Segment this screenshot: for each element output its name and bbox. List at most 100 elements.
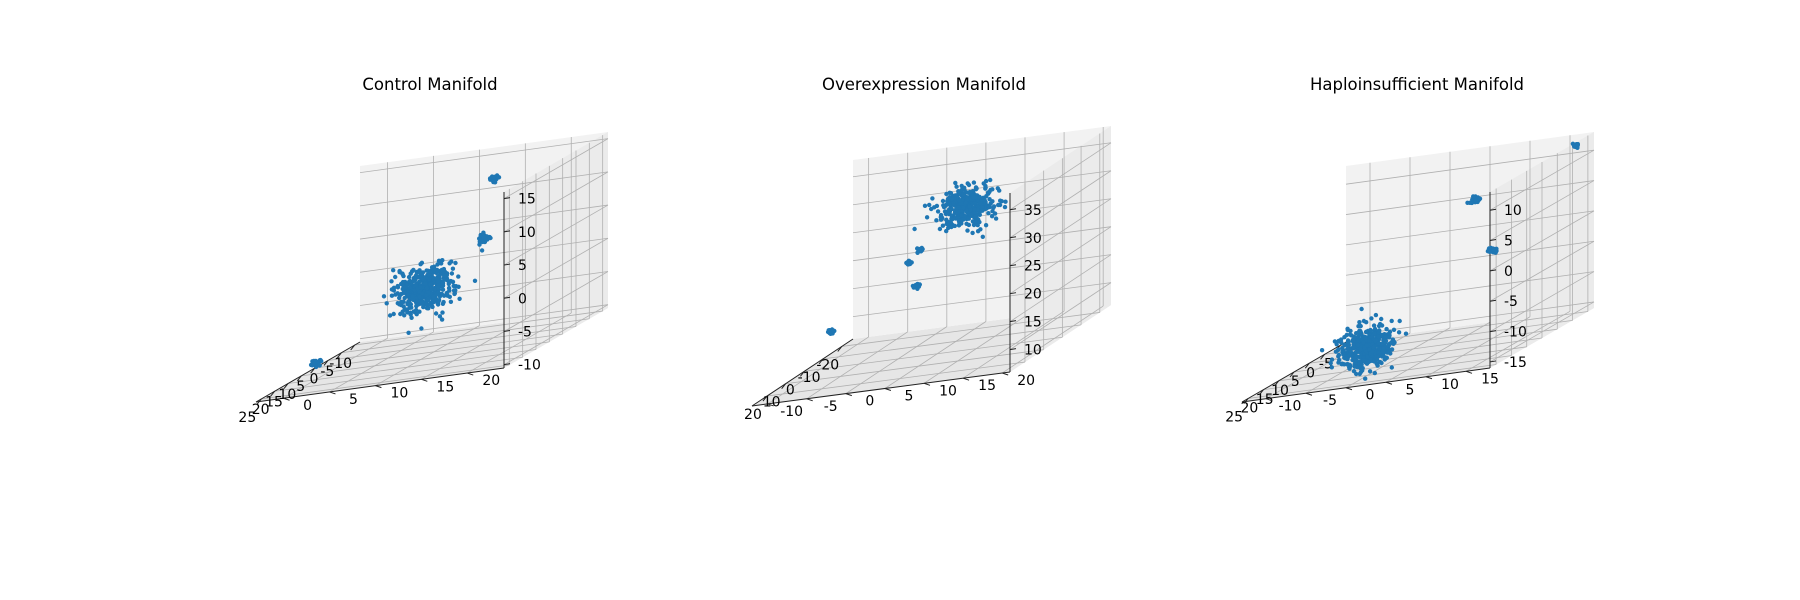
z-gridline-left [1345,210,1595,246]
data-point [948,191,954,196]
z-tick-label: 10 [518,225,536,241]
data-point [912,226,917,232]
x-tick-mark [1243,398,1249,404]
x-tick-mark [781,383,787,389]
data-point [452,291,457,296]
data-point [947,195,952,200]
y-tick-label: -10 [780,404,803,420]
data-point [982,197,987,203]
data-point [393,292,398,297]
data-point [973,213,979,218]
z-tick-mark [1489,360,1497,363]
data-point [937,226,943,232]
z-tick-mark [503,363,511,366]
z-gridline-right [1009,282,1112,350]
data-point [924,215,930,220]
x-tick-label: 25 [238,410,256,426]
data-point [384,301,389,306]
data-point [389,279,394,284]
data-point [1375,363,1380,368]
x-gridline-floor [1278,346,1527,382]
x-tick-mark [1320,354,1325,360]
data-point [996,202,1001,208]
data-point [967,204,972,209]
data-point [970,195,976,200]
data-point [1376,323,1382,329]
y-tick-label: 20 [1017,373,1035,389]
data-point [410,294,415,299]
data-point [1356,330,1362,335]
data-point [988,177,993,183]
data-point [922,203,928,208]
data-point [967,189,972,195]
data-point [986,211,991,216]
data-point [477,242,482,247]
data-point [397,270,402,275]
x-gridline-floor [785,349,1044,385]
data-point [1358,347,1363,353]
data-point [1358,369,1364,375]
data-point [1377,359,1383,365]
z-gridline-left [359,204,609,240]
z-gridline-right [503,204,609,266]
z-gridline-right [1009,142,1112,211]
data-point [423,275,429,280]
data-point [1329,365,1335,370]
data-point [408,271,413,276]
data-point [408,310,413,315]
y-tick-mark [1465,370,1473,374]
data-point [393,274,398,280]
data-point [1367,369,1373,374]
z-tick-mark [1489,208,1497,211]
data-point [407,279,412,284]
data-point [951,201,956,206]
data-point [486,235,492,240]
data-point [480,239,485,245]
data-point [437,294,443,299]
data-point [941,204,947,210]
data-point [395,283,400,289]
data-point [389,287,395,292]
data-point [1389,365,1395,370]
data-point [956,218,962,223]
data-point [1319,348,1325,353]
data-point [481,235,486,240]
data-point [1369,334,1375,339]
z-gridline-left [359,171,609,207]
data-point [407,301,413,306]
z-tick-mark [1009,264,1017,267]
data-point [1334,342,1339,347]
x-gridline-floor [1263,355,1512,391]
y-tick-mark [1265,398,1273,402]
y-tick-mark [1385,381,1393,385]
z-gridline-left [1345,271,1595,306]
data-point [1575,145,1580,150]
data-point [415,286,420,292]
data-point [308,362,314,368]
data-point [1384,326,1389,332]
x-tick-mark [837,346,843,352]
data-point [1383,340,1388,345]
x-tick-mark [799,370,805,377]
data-point [1339,362,1345,367]
y-tick-mark [1425,376,1433,380]
data-point [451,283,456,289]
z-tick-mark [503,197,511,200]
data-point [437,314,443,319]
y-gridline-floor [806,331,908,400]
data-point [916,284,922,289]
data-point [453,260,458,266]
y-gridline-floor [1385,321,1491,383]
data-point [427,277,432,282]
x-gridline-floor [823,324,1082,360]
data-point [491,175,496,180]
x-tick-mark [818,358,824,365]
z-tick-mark [1489,330,1497,333]
x-tick-mark [256,398,262,405]
data-point [1367,347,1372,352]
z-gridline-right [1489,149,1595,211]
data-point [418,262,423,267]
data-point [1347,352,1352,358]
data-point [1357,320,1362,325]
x-tick-label: 25 [1225,409,1243,425]
